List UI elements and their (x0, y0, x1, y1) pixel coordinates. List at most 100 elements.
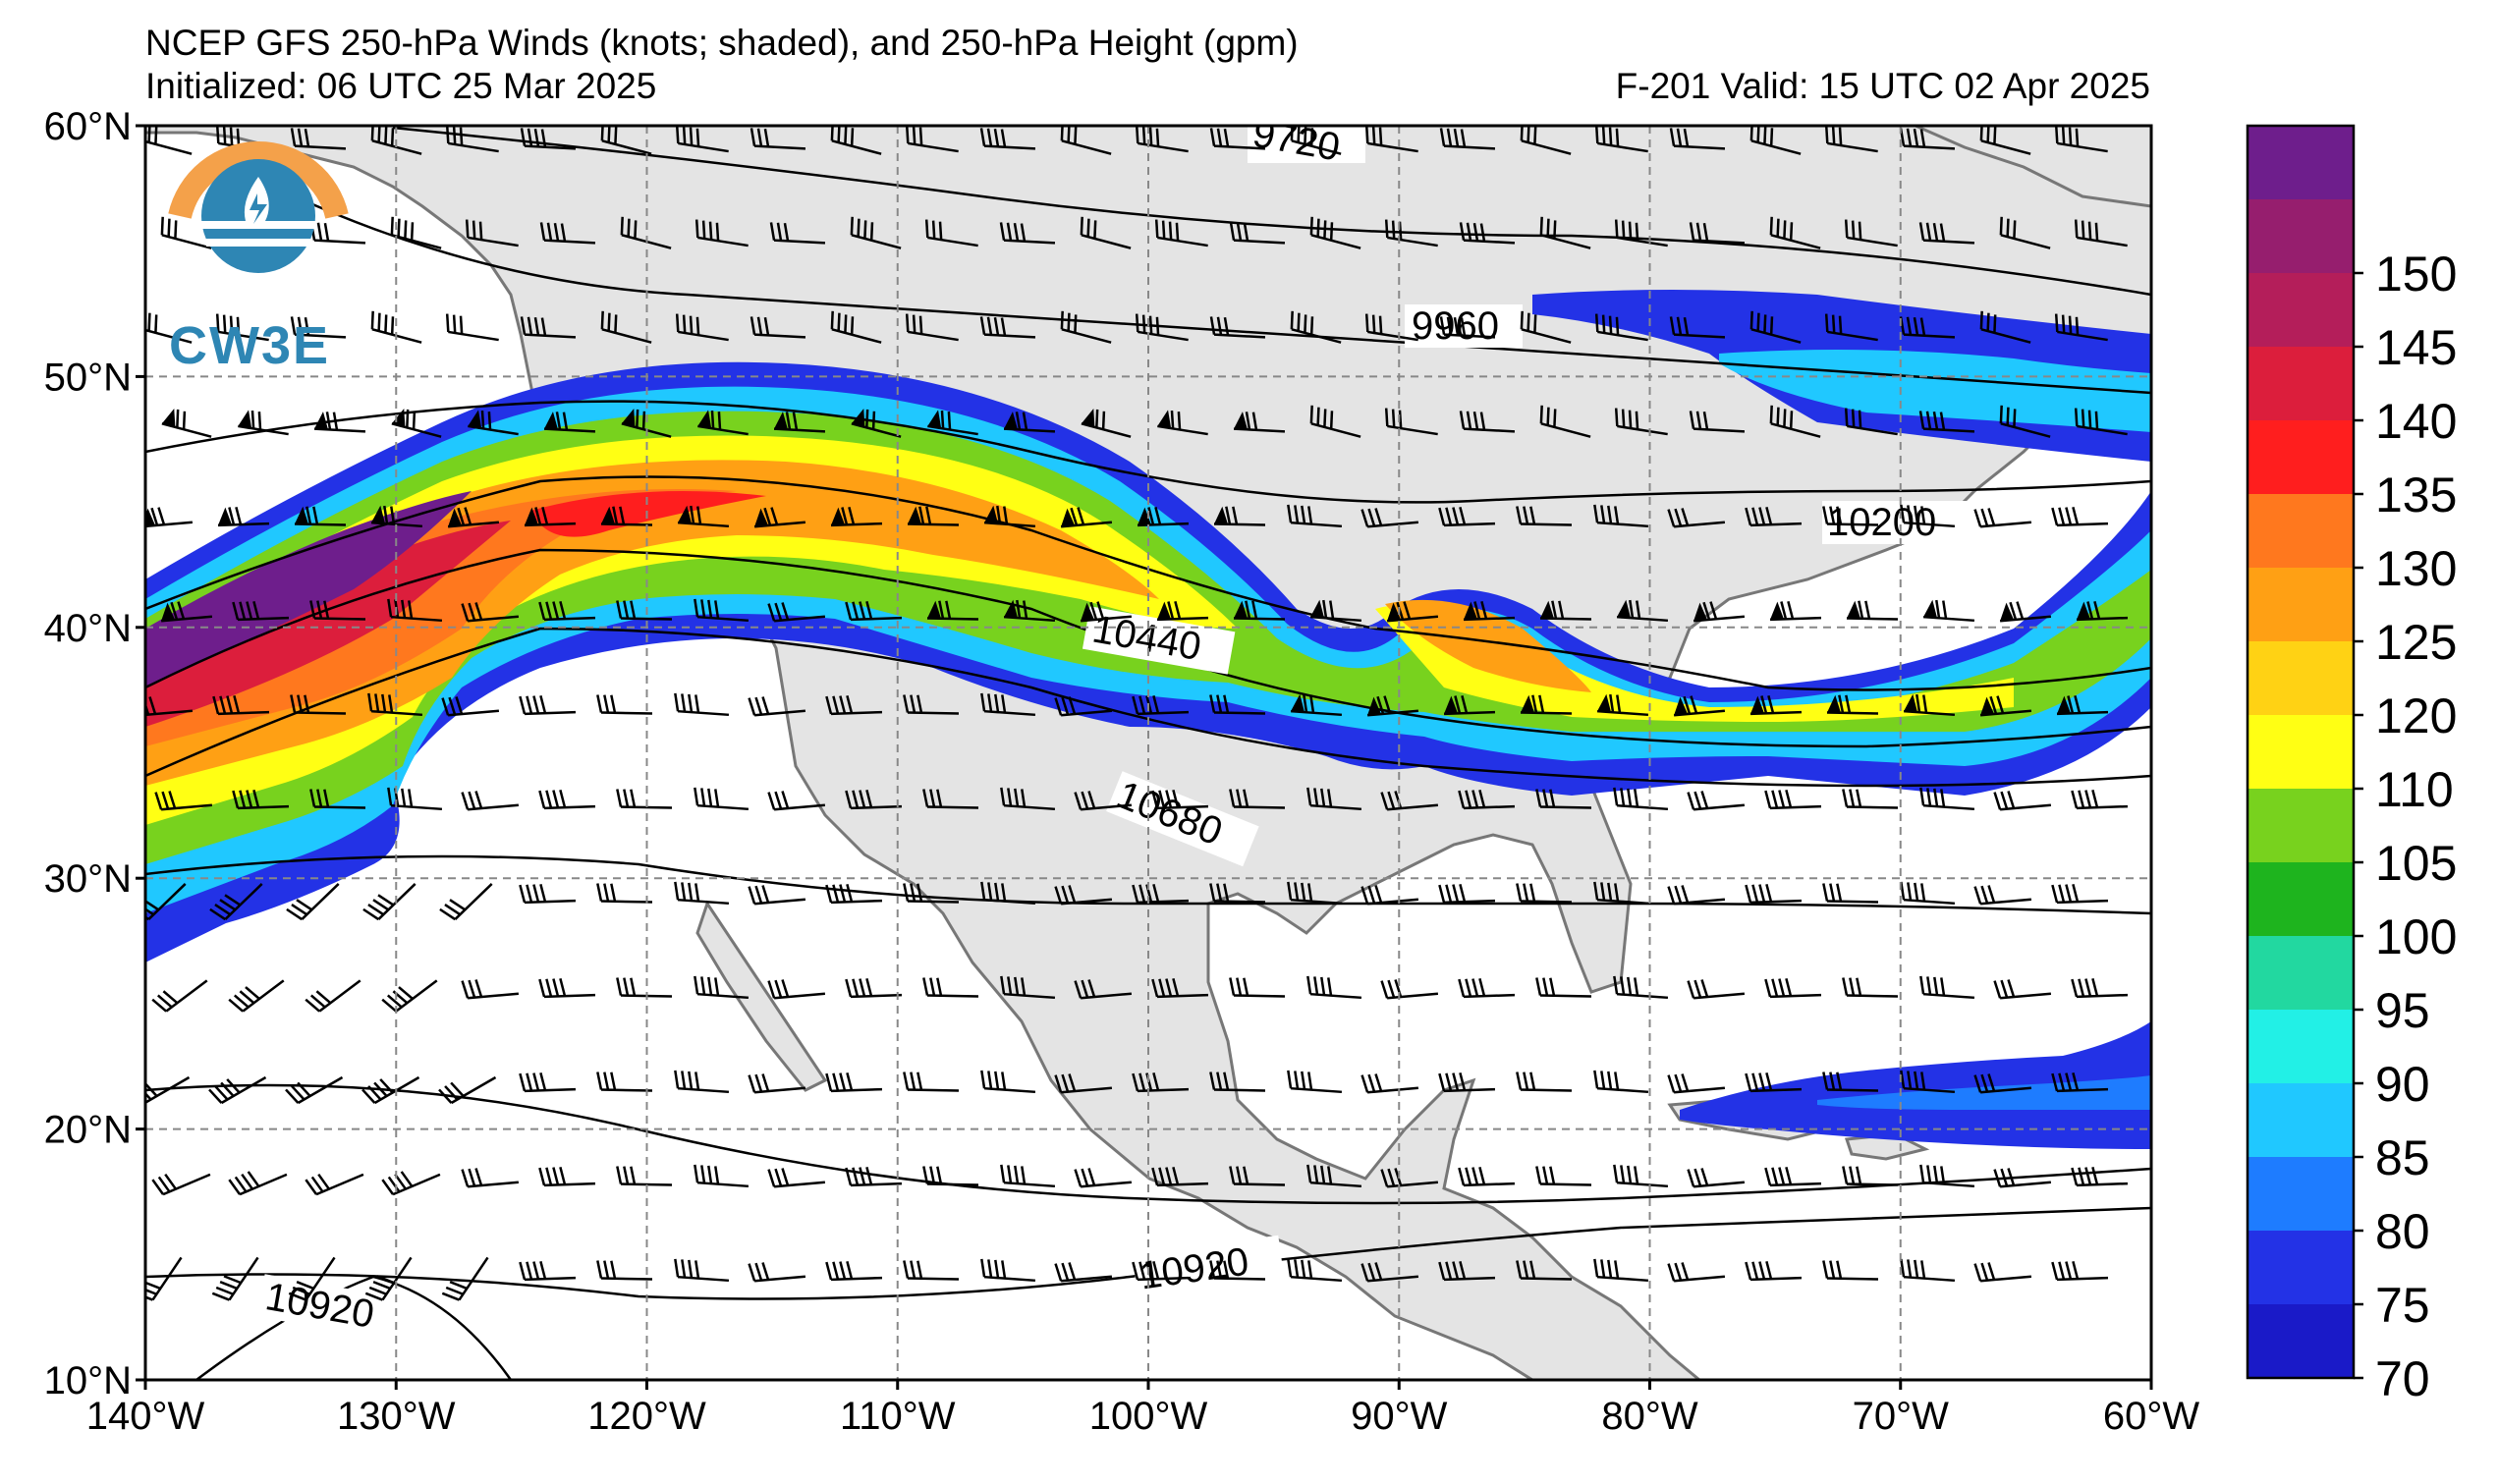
wind-barb (1080, 216, 1132, 249)
wind-barb (1824, 126, 1878, 153)
wind-barb (309, 789, 366, 809)
wind-barb (145, 126, 193, 155)
wind-barb (439, 883, 493, 921)
wind-barb (445, 126, 499, 153)
wind-barb (1667, 885, 1726, 906)
wind-barb (1516, 883, 1573, 904)
wind-barb (1822, 506, 1879, 526)
wind-barb (285, 1075, 344, 1105)
wind-barb (1386, 601, 1439, 623)
wind-barb (1364, 126, 1418, 153)
colorbar-label: 70 (2375, 1351, 2430, 1406)
wind-barb (600, 506, 653, 526)
wind-barb (1749, 694, 1803, 716)
wind-barb (596, 1072, 653, 1092)
wind-barb (1054, 696, 1113, 717)
wind-barb (1999, 601, 2052, 623)
wind-barb (1360, 508, 1419, 528)
wind-barb (1900, 1258, 1956, 1283)
wind-barb (208, 1075, 267, 1105)
wind-barb (600, 310, 652, 344)
wind-barb (767, 979, 826, 1000)
colorbar-label: 100 (2375, 909, 2457, 964)
wind-barb (1918, 411, 1975, 433)
wind-barb (1749, 126, 1802, 155)
wind-barb (1439, 316, 1496, 339)
wind-barb (1229, 789, 1286, 809)
wind-barb (445, 313, 499, 342)
colorbar-label: 135 (2375, 467, 2457, 522)
wind-barb (830, 506, 883, 527)
lon-tick-label: 90°W (1351, 1395, 1447, 1438)
height-contour (145, 627, 2151, 788)
wind-barb (694, 975, 749, 1000)
wind-barb (154, 791, 213, 811)
caribbean-jet-75kt (1680, 1021, 2151, 1149)
lat-tick-label: 60°N (44, 105, 132, 148)
wind-barb (830, 310, 882, 344)
wind-barb (1384, 219, 1438, 247)
wind-barb (1979, 695, 2032, 717)
wind-barb (145, 312, 193, 344)
wind-barb (519, 1072, 577, 1093)
wind-barb (1209, 694, 1266, 715)
wind-barb (924, 219, 978, 247)
wind-barb (1922, 599, 1975, 623)
wind-barb (468, 410, 519, 436)
wind-barb (1287, 1258, 1343, 1283)
wind-barb (1596, 693, 1649, 717)
wind-barb (290, 128, 347, 150)
wind-barb (674, 692, 730, 717)
wind-barb (1822, 883, 1879, 904)
wind-barb (1919, 1164, 1975, 1188)
colorbar-segment (2248, 936, 2354, 1011)
wind-barb (1613, 1164, 1669, 1188)
wind-barb (596, 1260, 653, 1281)
colorbar-label: 105 (2375, 836, 2457, 891)
colorbar-label: 80 (2375, 1204, 2430, 1259)
wind-barb (151, 1173, 211, 1196)
colorbar-label: 130 (2375, 541, 2457, 596)
wind-barb (1693, 601, 1746, 623)
wind-barb (926, 600, 979, 621)
wind-barb (211, 1256, 259, 1301)
wind-barb (1687, 979, 1746, 1000)
wind-barb (1973, 885, 2032, 906)
wind-barb (845, 978, 903, 999)
wind-barb (1669, 128, 1726, 150)
wind-barb (748, 885, 806, 906)
wind-barb (2054, 313, 2108, 342)
colorbar-segment (2248, 1304, 2354, 1379)
wind-barb (1360, 1073, 1419, 1094)
height-contour (145, 475, 2151, 691)
wind-barb (1458, 1167, 1516, 1187)
wind-barb (2074, 408, 2128, 436)
wind-barb (748, 696, 806, 717)
greenland-land (1915, 126, 2151, 208)
colorbar-segment (2248, 789, 2354, 863)
wind-barb (1463, 600, 1516, 622)
wind-barb (367, 692, 423, 717)
wind-barb (313, 412, 366, 433)
wind-barb (675, 313, 729, 342)
wind-barb (1614, 219, 1668, 247)
colorbar-segment (2248, 347, 2354, 421)
wind-barb (1667, 1262, 1726, 1283)
wind-barb (1309, 599, 1362, 623)
wind-barb (1689, 222, 1746, 245)
wind-barb (520, 128, 577, 150)
wind-barb (1137, 506, 1190, 527)
wind-barb (1749, 310, 1802, 344)
wind-barb (1060, 507, 1113, 528)
lon-tick-label: 140°W (86, 1395, 205, 1438)
wind-barb (290, 316, 347, 339)
wind-barb (1973, 1073, 2032, 1094)
wind-barb (1209, 128, 1266, 150)
wind-barb (825, 695, 883, 716)
wind-barb (161, 408, 212, 438)
wind-barb (1824, 313, 1878, 342)
wind-barb (2071, 790, 2129, 810)
wind-barb (2056, 694, 2109, 716)
wind-barb (1309, 216, 1361, 249)
wind-barb (1919, 787, 1975, 811)
